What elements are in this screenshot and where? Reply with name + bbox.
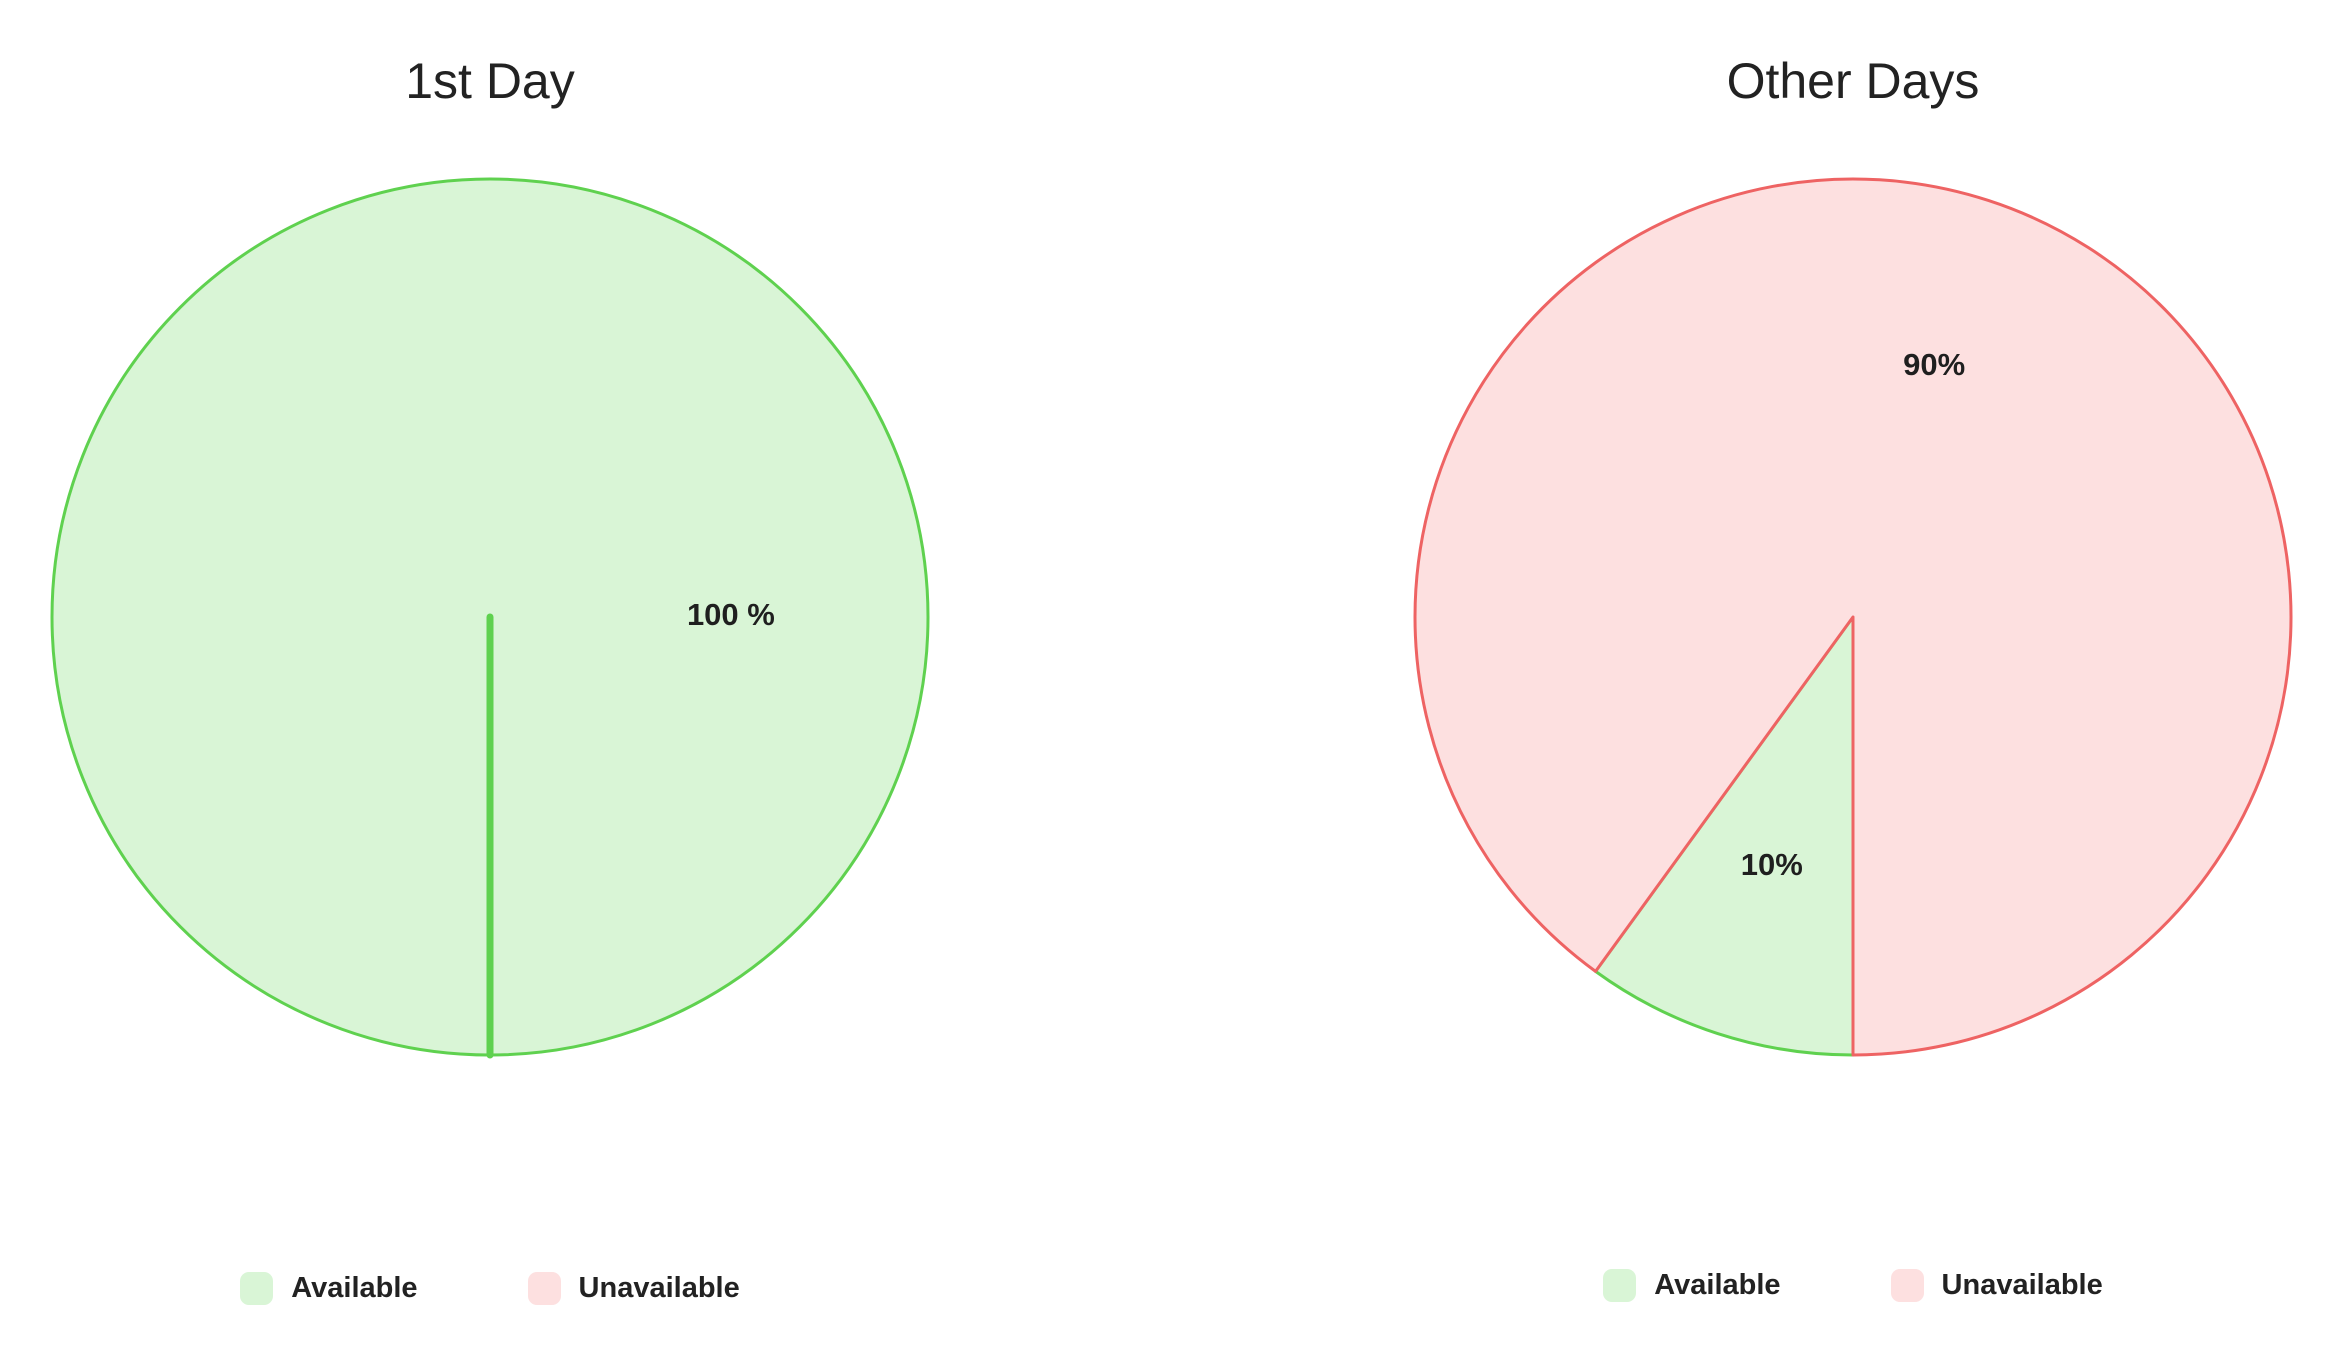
chart-title: 1st Day [405,53,575,109]
pie-chart-first-day: 1st Day 100 % Available Unavailable [0,0,980,1352]
legend-label-unavailable: Unavailable [1941,1269,2103,1301]
legend: Available Unavailable [1363,1269,2338,1302]
data-label-unavailable: 90% [1903,347,1965,382]
chart-title: Other Days [1726,53,1980,109]
pie-svg: 100 % [50,177,930,1059]
legend-label-unavailable: Unavailable [578,1272,740,1304]
pie-slice-unavailable[interactable] [1413,177,2293,1057]
legend: Available Unavailable [0,1272,980,1305]
legend-swatch-unavailable [527,1272,561,1305]
legend-swatch-available [240,1272,274,1305]
pie-chart-other-days: Other Days 10% 90% Available Unavailable [1363,0,2338,1352]
pie-slice-available[interactable] [1594,615,1855,1057]
legend-label-available: Available [291,1272,418,1304]
legend-label-available: Available [1654,1269,1781,1301]
data-label-available: 100 % [687,597,775,632]
data-label-available: 10% [1741,847,1803,882]
legend-item-available[interactable]: Available [240,1272,418,1305]
legend-swatch-available [1603,1269,1637,1302]
legend-item-unavailable[interactable]: Unavailable [527,1272,740,1305]
legend-item-unavailable[interactable]: Unavailable [1890,1269,2103,1302]
legend-swatch-unavailable [1890,1269,1924,1302]
pie-svg: 10% 90% [1413,177,2293,1057]
legend-item-available[interactable]: Available [1603,1269,1781,1302]
